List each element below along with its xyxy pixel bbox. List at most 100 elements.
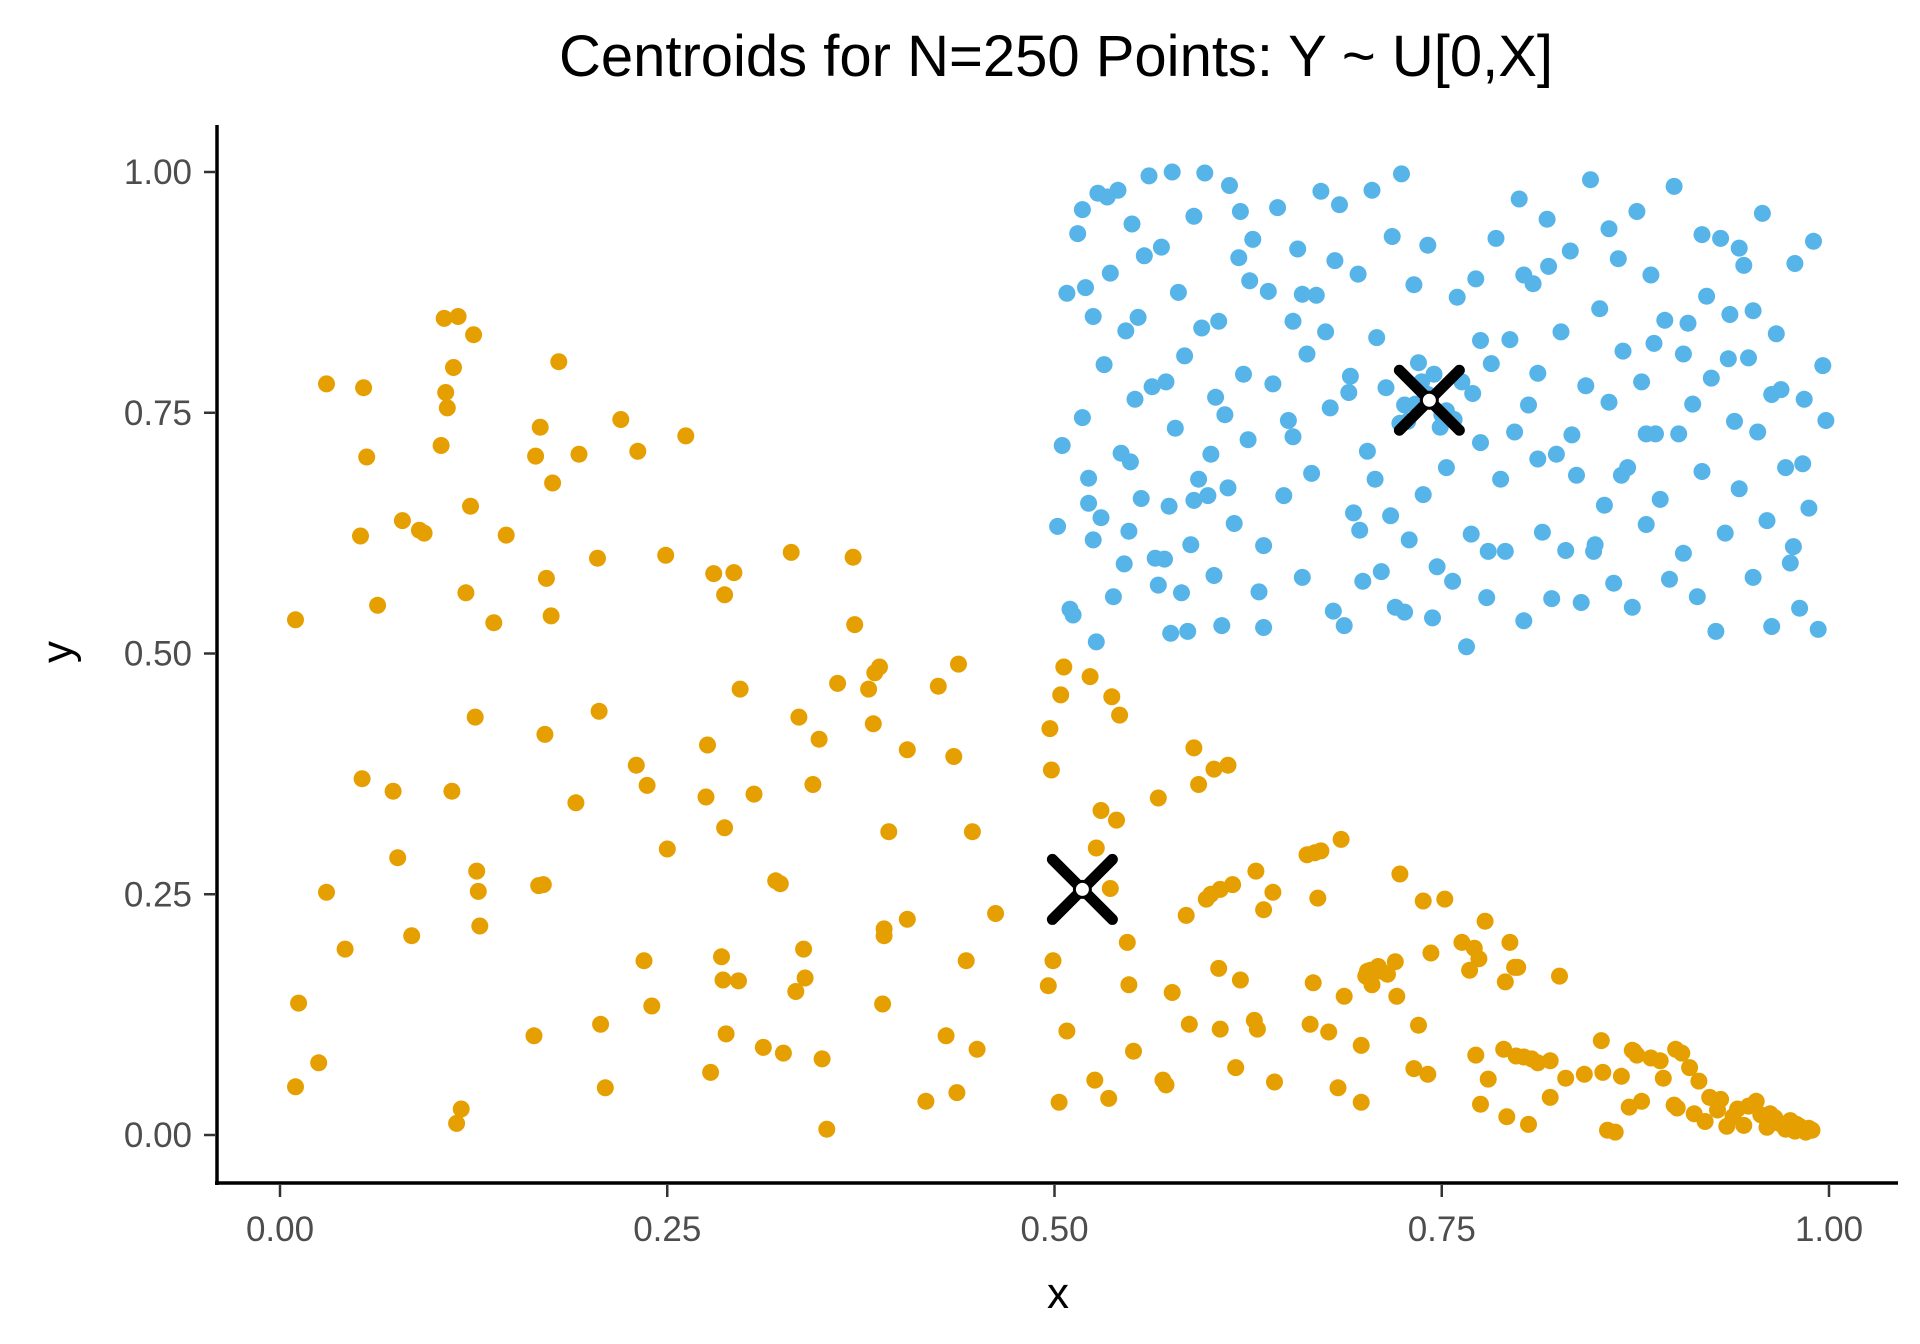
data-point-series-1	[1654, 1069, 1672, 1087]
data-point-series-1	[1690, 1072, 1708, 1090]
data-point-series-1	[1210, 959, 1228, 977]
data-point-series-2	[1515, 266, 1533, 284]
data-point-series-1	[771, 875, 789, 893]
data-point-series-1	[485, 614, 503, 632]
data-point-series-1	[1255, 901, 1273, 919]
data-point-series-2	[1185, 491, 1203, 509]
data-point-series-2	[1182, 536, 1200, 554]
data-point-series-1	[1301, 1015, 1319, 1033]
data-point-series-1	[874, 995, 892, 1013]
data-point-series-1	[318, 883, 335, 901]
centroid-marker-1	[1046, 853, 1118, 925]
data-point-series-2	[1250, 583, 1268, 601]
data-point-series-2	[1651, 490, 1669, 508]
data-point-series-1	[449, 308, 467, 325]
data-point-series-1	[1108, 811, 1125, 829]
data-point-series-2	[1312, 182, 1330, 200]
data-point-series-1	[1125, 1042, 1142, 1060]
data-point-series-2	[1572, 594, 1590, 611]
data-point-series-2	[1049, 517, 1067, 535]
data-point-series-2	[1642, 266, 1660, 284]
data-point-series-2	[1730, 239, 1748, 257]
data-point-series-2	[1140, 167, 1158, 185]
data-point-series-2	[1464, 385, 1482, 402]
data-point-series-2	[1400, 531, 1418, 549]
data-point-series-2	[1166, 419, 1184, 437]
data-point-series-1	[471, 917, 489, 935]
data-point-series-1	[1405, 1060, 1423, 1078]
data-point-series-1	[592, 1015, 610, 1033]
data-point-series-2	[1661, 570, 1678, 588]
data-point-series-1	[627, 756, 645, 774]
data-point-series-1	[1681, 1059, 1699, 1077]
data-point-series-2	[1552, 323, 1570, 341]
data-point-series-2	[1340, 384, 1358, 401]
data-point-series-1	[677, 427, 695, 445]
x-tick-label: 0.00	[246, 1210, 314, 1249]
data-point-series-2	[1794, 455, 1812, 473]
data-point-series-2	[1053, 437, 1071, 454]
data-point-series-2	[1190, 470, 1208, 488]
data-point-series-1	[1388, 987, 1406, 1005]
data-point-series-1	[1309, 889, 1327, 907]
data-point-series-1	[534, 876, 552, 894]
data-point-series-2	[1069, 225, 1087, 243]
data-point-series-1	[403, 927, 421, 945]
data-point-series-2	[1510, 190, 1528, 208]
data-point-series-2	[1791, 599, 1809, 617]
data-point-series-2	[1744, 302, 1762, 320]
data-point-series-2	[1612, 466, 1630, 484]
data-point-series-1	[435, 309, 453, 327]
data-point-series-2	[1637, 425, 1655, 443]
data-point-series-1	[702, 1063, 720, 1081]
data-point-series-2	[1609, 250, 1627, 268]
data-point-series-1	[384, 782, 402, 800]
data-point-series-2	[1605, 574, 1623, 592]
data-point-series-1	[438, 399, 456, 417]
data-point-series-2	[1207, 388, 1225, 406]
data-point-series-2	[1331, 196, 1348, 214]
data-point-series-1	[1470, 950, 1488, 968]
data-point-series-2	[1221, 177, 1238, 194]
data-point-series-1	[1696, 1113, 1714, 1130]
data-point-series-2	[1179, 622, 1197, 640]
data-point-series-2	[1684, 395, 1702, 413]
data-point-series-2	[1317, 323, 1335, 341]
data-point-series-2	[1213, 617, 1231, 635]
data-point-series-1	[1735, 1116, 1753, 1134]
data-point-series-1	[1211, 1020, 1229, 1038]
data-point-series-2	[1176, 347, 1194, 365]
data-point-series-2	[1284, 428, 1302, 446]
data-point-series-2	[1670, 425, 1688, 443]
data-point-series-1	[790, 708, 808, 726]
data-point-series-1	[1628, 1046, 1646, 1064]
data-point-series-2	[1428, 558, 1446, 576]
data-point-series-2	[1126, 390, 1144, 408]
data-point-series-1	[782, 543, 800, 561]
data-point-series-1	[1712, 1090, 1730, 1108]
data-point-series-1	[445, 359, 462, 376]
data-point-series-2	[1437, 459, 1455, 477]
data-point-series-1	[466, 708, 484, 726]
data-point-series-1	[310, 1054, 328, 1072]
data-point-series-2	[1414, 486, 1432, 504]
data-point-series-2	[1472, 434, 1489, 452]
data-point-series-2	[1467, 270, 1485, 288]
data-point-series-1	[717, 1025, 735, 1043]
data-point-series-2	[1289, 240, 1307, 258]
data-point-series-2	[1809, 620, 1827, 638]
data-point-series-2	[1543, 590, 1561, 608]
data-point-series-1	[1103, 688, 1121, 706]
data-point-series-2	[1073, 201, 1091, 219]
data-point-series-2	[1496, 542, 1514, 560]
data-point-series-2	[1444, 572, 1462, 590]
data-point-series-2	[1591, 300, 1609, 318]
data-point-series-1	[1180, 1015, 1198, 1033]
data-point-series-2	[1520, 396, 1537, 414]
data-point-series-2	[1321, 399, 1339, 417]
data-point-series-2	[1149, 576, 1167, 594]
data-point-series-1	[612, 411, 630, 428]
data-point-series-2	[1795, 390, 1813, 408]
data-point-series-1	[1335, 987, 1353, 1005]
